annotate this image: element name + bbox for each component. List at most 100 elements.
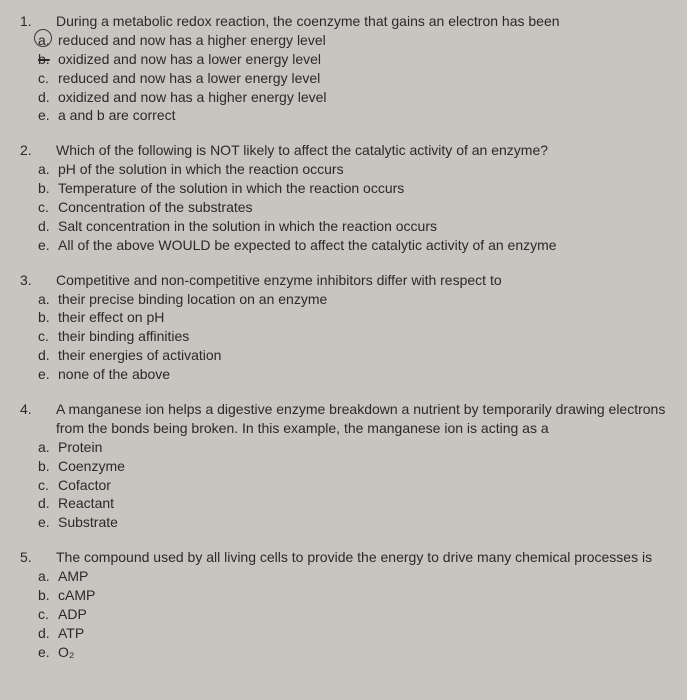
choice-letter: d.	[38, 494, 58, 513]
choice-text: Cofactor	[58, 477, 111, 493]
choice: b.their effect on pH	[38, 308, 667, 327]
quiz-container: 1.During a metabolic redox reaction, the…	[38, 12, 667, 662]
choice: d.Reactant	[38, 494, 667, 513]
choice: e.none of the above	[38, 365, 667, 384]
question-block: 2.Which of the following is NOT likely t…	[38, 141, 667, 254]
choice-text: their precise binding location on an enz…	[58, 291, 327, 307]
choice: a.pH of the solution in which the reacti…	[38, 160, 667, 179]
choice: e.All of the above WOULD be expected to …	[38, 236, 667, 255]
question-stem: 2.Which of the following is NOT likely t…	[38, 141, 667, 160]
choice-letter: c.	[38, 69, 58, 88]
choice-letter: a.	[38, 160, 58, 179]
choice-letter: d.	[38, 346, 58, 365]
choices-list: a.AMPb.cAMPc.ADPd.ATPe.O₂	[38, 567, 667, 661]
choice-text: O₂	[58, 644, 74, 660]
choice-text: ADP	[58, 606, 87, 622]
choices-list: a.their precise binding location on an e…	[38, 290, 667, 384]
choice: d.ATP	[38, 624, 667, 643]
choice-text: their binding affinities	[58, 328, 189, 344]
choices-list: a.Proteinb.Coenzymec.Cofactord.Reactante…	[38, 438, 667, 532]
question-stem: 1.During a metabolic redox reaction, the…	[38, 12, 667, 31]
choice-text: ATP	[58, 625, 84, 641]
choice: e.a and b are correct	[38, 106, 667, 125]
choice: a.their precise binding location on an e…	[38, 290, 667, 309]
question-number: 1.	[38, 12, 56, 31]
choice-text: Concentration of the substrates	[58, 199, 253, 215]
choice-text: Coenzyme	[58, 458, 125, 474]
choice-letter: e.	[38, 106, 58, 125]
choice: c.Concentration of the substrates	[38, 198, 667, 217]
choice: c.reduced and now has a lower energy lev…	[38, 69, 667, 88]
choices-list: a.pH of the solution in which the reacti…	[38, 160, 667, 254]
choice: a.AMP	[38, 567, 667, 586]
choice-letter: d.	[38, 217, 58, 236]
choice: d.Salt concentration in the solution in …	[38, 217, 667, 236]
question-block: 5.The compound used by all living cells …	[38, 548, 667, 661]
question-text: Which of the following is NOT likely to …	[56, 142, 548, 158]
choice: c.ADP	[38, 605, 667, 624]
choice-letter: e.	[38, 236, 58, 255]
circle-mark-icon	[34, 29, 52, 47]
choice-letter: a.	[38, 567, 58, 586]
choice-text: their energies of activation	[58, 347, 221, 363]
choice-letter: b.	[38, 308, 58, 327]
choice-letter: b.	[38, 179, 58, 198]
choice-letter: c.	[38, 198, 58, 217]
choice-letter: b.	[38, 457, 58, 476]
choice-text: AMP	[58, 568, 88, 584]
choice: a.Protein	[38, 438, 667, 457]
choice-text: Protein	[58, 439, 102, 455]
choice-text: oxidized and now has a lower energy leve…	[58, 51, 321, 67]
choice: b.Temperature of the solution in which t…	[38, 179, 667, 198]
choice: a.reduced and now has a higher energy le…	[38, 31, 667, 50]
choice-text: Reactant	[58, 495, 114, 511]
choice: d.oxidized and now has a higher energy l…	[38, 88, 667, 107]
question-number: 2.	[38, 141, 56, 160]
question-block: 1.During a metabolic redox reaction, the…	[38, 12, 667, 125]
question-stem: 3.Competitive and non-competitive enzyme…	[38, 271, 667, 290]
choice-text: All of the above WOULD be expected to af…	[58, 237, 557, 253]
choice-letter: b.	[38, 50, 58, 69]
choice-text: none of the above	[58, 366, 170, 382]
choice-letter: e.	[38, 643, 58, 662]
choice: e.Substrate	[38, 513, 667, 532]
question-text: Competitive and non-competitive enzyme i…	[56, 272, 502, 288]
choice-text: Salt concentration in the solution in wh…	[58, 218, 437, 234]
choice-text: reduced and now has a lower energy level	[58, 70, 320, 86]
choice-letter: a.	[38, 438, 58, 457]
choice-text: Temperature of the solution in which the…	[58, 180, 404, 196]
choice-letter: a.	[38, 290, 58, 309]
choice-letter: c.	[38, 327, 58, 346]
choice-text: a and b are correct	[58, 107, 176, 123]
choice-letter: c.	[38, 605, 58, 624]
choice-letter: e.	[38, 513, 58, 532]
choice-letter: c.	[38, 476, 58, 495]
choices-list: a.reduced and now has a higher energy le…	[38, 31, 667, 125]
choice-text: pH of the solution in which the reaction…	[58, 161, 344, 177]
question-stem: 4.A manganese ion helps a digestive enzy…	[38, 400, 667, 438]
question-number: 5.	[38, 548, 56, 567]
choice: c.Cofactor	[38, 476, 667, 495]
choice: b.oxidized and now has a lower energy le…	[38, 50, 667, 69]
choice: e.O₂	[38, 643, 667, 662]
choice-letter: b.	[38, 586, 58, 605]
question-text: During a metabolic redox reaction, the c…	[56, 13, 560, 29]
choice: b.Coenzyme	[38, 457, 667, 476]
question-block: 4.A manganese ion helps a digestive enzy…	[38, 400, 667, 532]
choice-text: Substrate	[58, 514, 118, 530]
choice-letter: e.	[38, 365, 58, 384]
question-number: 3.	[38, 271, 56, 290]
choice: c.their binding affinities	[38, 327, 667, 346]
question-text: A manganese ion helps a digestive enzyme…	[56, 401, 665, 436]
question-number: 4.	[38, 400, 56, 419]
choice: b.cAMP	[38, 586, 667, 605]
choice: d.their energies of activation	[38, 346, 667, 365]
choice-text: their effect on pH	[58, 309, 164, 325]
choice-text: oxidized and now has a higher energy lev…	[58, 89, 327, 105]
choice-letter: a.	[38, 31, 58, 50]
question-text: The compound used by all living cells to…	[56, 549, 652, 565]
choice-text: reduced and now has a higher energy leve…	[58, 32, 326, 48]
choice-text: cAMP	[58, 587, 95, 603]
choice-letter: d.	[38, 88, 58, 107]
question-block: 3.Competitive and non-competitive enzyme…	[38, 271, 667, 384]
